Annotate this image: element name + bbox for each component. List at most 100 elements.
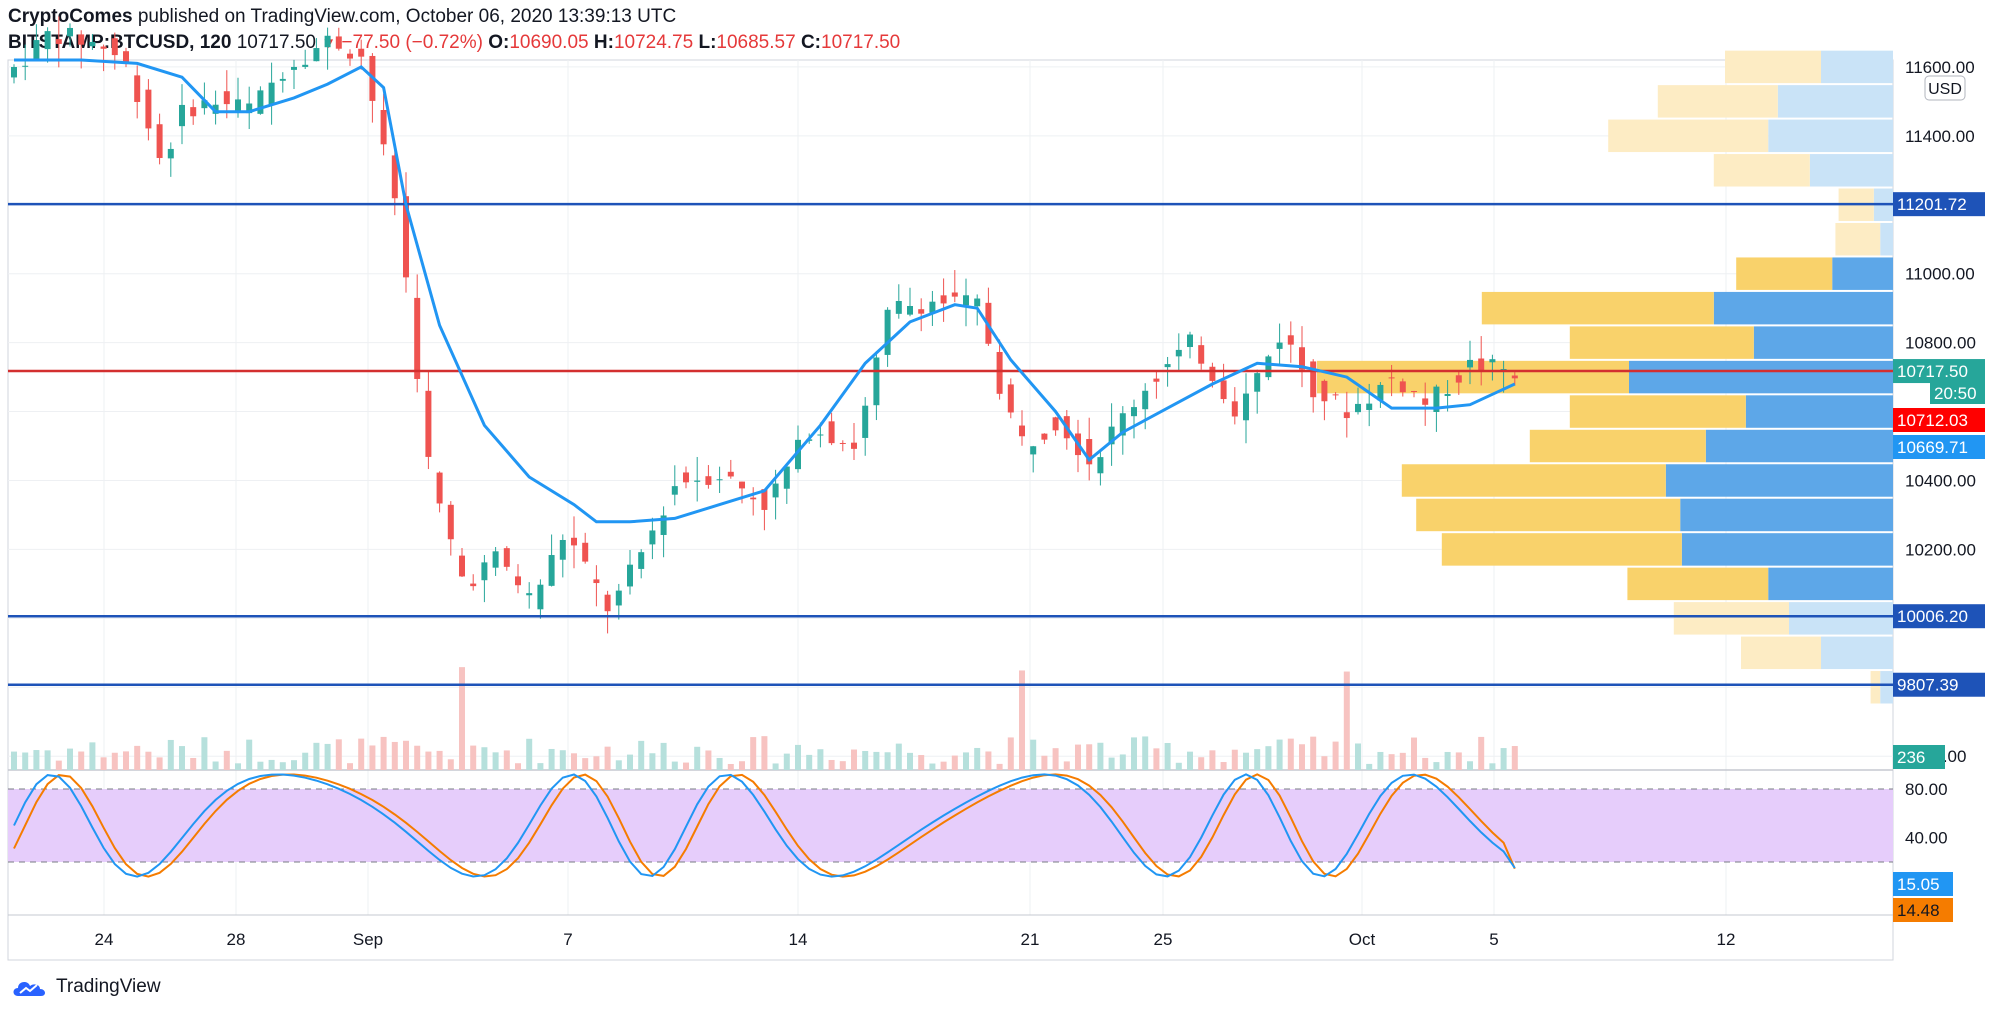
vp-row-down — [1768, 567, 1893, 601]
tradingview-logo[interactable]: TradingView — [10, 976, 161, 998]
candle-body — [1220, 380, 1227, 400]
candle-body — [1153, 378, 1160, 382]
candle-body — [940, 295, 947, 304]
candle-body — [739, 481, 745, 489]
candle-body — [22, 65, 29, 67]
volume-bar — [1052, 748, 1059, 770]
author-name[interactable]: CryptoComes — [8, 6, 133, 27]
volume-bar — [1388, 754, 1395, 770]
volume-bar — [660, 742, 667, 770]
candle-body — [257, 90, 264, 114]
candle-body — [33, 40, 40, 60]
grid — [8, 60, 1893, 916]
stoch-d-label-bg — [1893, 898, 1953, 922]
candle-body — [862, 405, 869, 438]
high-value: 10724.75 — [613, 32, 694, 53]
volume-bar — [1411, 737, 1417, 770]
volume-bar — [89, 742, 96, 770]
candle-body — [55, 39, 62, 44]
volume-bar — [1142, 736, 1149, 770]
candle-body — [1355, 403, 1361, 413]
volume-bar — [1276, 739, 1283, 770]
candle-body — [167, 148, 174, 159]
candle-body — [727, 471, 734, 477]
vp-row-up — [1657, 85, 1778, 118]
candle-body — [1332, 394, 1339, 396]
candle-body — [246, 103, 253, 114]
currency-label: USD — [1928, 81, 1962, 98]
tradingview-brand: TradingView — [56, 976, 161, 997]
candle-body — [1489, 359, 1496, 363]
candle-body — [851, 442, 857, 449]
volume-bar — [447, 759, 454, 770]
volume-bar — [862, 750, 869, 770]
vp-row-down — [1789, 602, 1893, 635]
vp-row-up — [1569, 326, 1754, 359]
vp-row-up — [1741, 636, 1821, 670]
stoch-tick-label: 40.00 — [1905, 829, 1948, 848]
volume-bar — [929, 763, 936, 770]
volume-bar — [951, 755, 958, 770]
volume-bar — [1265, 746, 1272, 770]
candle-body — [1175, 349, 1182, 357]
symbol-name[interactable]: BITSTAMP:BTCUSD, 120 — [8, 32, 232, 53]
candle-body — [1030, 446, 1037, 455]
volume-profile — [1317, 50, 1893, 704]
candle-body — [279, 78, 286, 81]
ma-price-label: 10669.71 — [1897, 438, 1968, 457]
vp-row-down — [1705, 429, 1893, 463]
candle-body — [268, 82, 275, 105]
candle-body — [1209, 366, 1216, 381]
candle-body — [929, 301, 936, 313]
volume-bar — [1164, 742, 1171, 770]
high-label: H: — [593, 32, 614, 53]
candle-body — [1399, 381, 1406, 393]
volume-bar — [985, 751, 992, 770]
volume-bar — [783, 753, 790, 770]
candle-body — [839, 442, 846, 444]
volume-bar — [11, 751, 17, 770]
low-value: 10685.57 — [716, 32, 796, 53]
volume-bar — [1500, 748, 1507, 770]
volume-bar — [839, 761, 846, 770]
ma-price-label-bg — [1893, 435, 1985, 459]
volume-bar — [1254, 749, 1261, 770]
x-tick-label: 25 — [1154, 930, 1173, 949]
vp-row-up — [1835, 222, 1881, 256]
volume-bar — [1198, 757, 1205, 770]
volume-bar — [1399, 752, 1406, 770]
vp-row-down — [1880, 671, 1893, 704]
candle-body — [1007, 384, 1014, 413]
horizontal-levels[interactable] — [8, 202, 1893, 686]
volume-bar — [425, 751, 432, 770]
x-tick-label: 14 — [789, 930, 808, 949]
y-tick-label: 10800.00 — [1905, 334, 1976, 353]
volume-bar — [604, 746, 611, 770]
candle-body — [649, 530, 656, 545]
candle-body — [1097, 457, 1104, 474]
vp-row-down — [1768, 119, 1893, 153]
level-label: 9807.39 — [1897, 676, 1958, 695]
candle-body — [1041, 433, 1048, 440]
volume-bars — [11, 667, 1518, 770]
close-value: 10717.50 — [821, 32, 901, 53]
candle-body — [1287, 335, 1294, 345]
candle-body — [1119, 413, 1126, 436]
volume-bar — [974, 747, 981, 770]
volume-bar — [705, 750, 712, 770]
volume-bar — [806, 754, 813, 770]
unit-box — [1924, 75, 1966, 101]
candle-body — [1243, 393, 1249, 421]
volume-bar — [134, 745, 141, 770]
volume-bar — [940, 761, 947, 770]
volume-bar — [671, 761, 678, 770]
countdown-label: 20:50 — [1934, 384, 1977, 403]
axes: 24 28 Sep 7 14 21 25 Oct 5 12 11600.00 11400.00 1100… — [95, 58, 1976, 949]
volume-bar — [223, 750, 230, 770]
volume-bar — [1119, 754, 1126, 770]
volume-bar — [739, 761, 745, 770]
candle-body — [481, 562, 488, 581]
volume-bar — [156, 757, 163, 770]
stoch-d-line — [13, 773, 1516, 878]
